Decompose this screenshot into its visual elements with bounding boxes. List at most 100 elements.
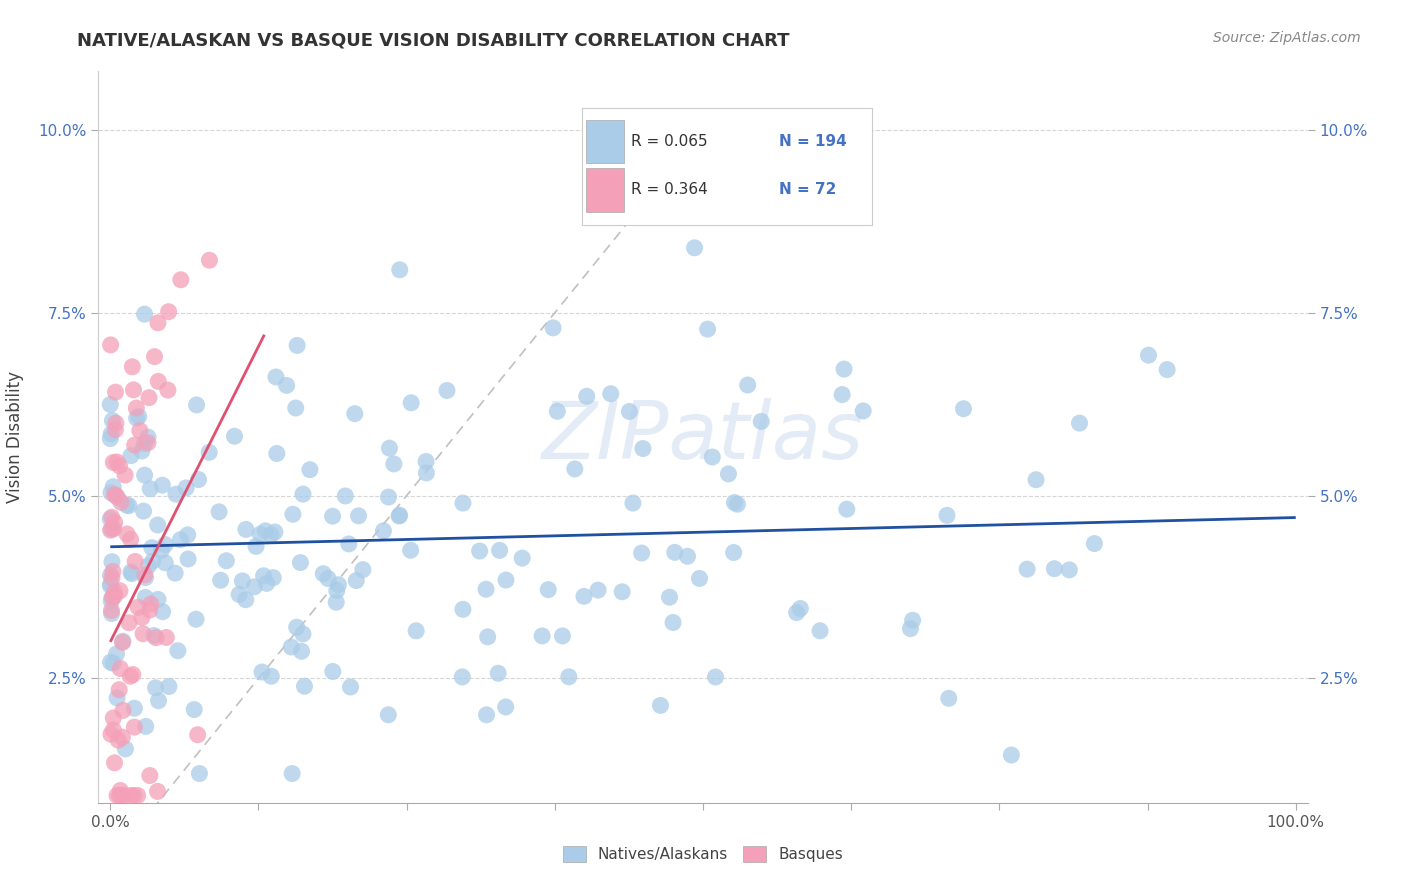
Point — [105, 647, 128, 661]
Point — [103, 488, 125, 502]
Point — [111, 635, 134, 649]
Point — [132, 504, 155, 518]
Point — [415, 466, 437, 480]
Point — [108, 583, 131, 598]
Point — [938, 691, 960, 706]
Point — [105, 690, 128, 705]
Point — [103, 455, 125, 469]
Point — [451, 670, 474, 684]
Point — [789, 601, 811, 615]
Point — [132, 626, 155, 640]
Point — [103, 723, 125, 737]
Point — [134, 567, 156, 582]
Point — [451, 496, 474, 510]
Point — [156, 383, 179, 397]
Point — [100, 727, 122, 741]
Point — [405, 624, 427, 638]
Point — [378, 441, 401, 455]
Point — [621, 496, 644, 510]
Point — [103, 711, 125, 725]
Point — [1025, 473, 1047, 487]
Point — [104, 589, 127, 603]
Point — [662, 615, 685, 630]
Point — [103, 480, 125, 494]
Point — [139, 597, 162, 611]
Legend: Natives/Alaskans, Basques: Natives/Alaskans, Basques — [557, 840, 849, 868]
Point — [1043, 562, 1066, 576]
Point — [110, 661, 132, 675]
Point — [291, 627, 314, 641]
Point — [110, 789, 132, 803]
Point — [115, 527, 138, 541]
Point — [486, 666, 509, 681]
Point — [100, 577, 122, 591]
Point — [166, 643, 188, 657]
Point — [101, 591, 124, 605]
Point — [612, 584, 634, 599]
Point — [105, 789, 128, 803]
Point — [249, 527, 271, 541]
Point — [1083, 536, 1105, 550]
Y-axis label: Vision Disability: Vision Disability — [7, 371, 24, 503]
Point — [150, 478, 173, 492]
Point — [619, 404, 641, 418]
Point — [316, 572, 339, 586]
Point — [100, 338, 122, 352]
Point — [235, 523, 257, 537]
Point — [118, 615, 141, 630]
Point — [134, 468, 156, 483]
Point — [209, 574, 232, 588]
Point — [322, 665, 344, 679]
Point — [118, 499, 141, 513]
Point — [599, 386, 621, 401]
Point — [152, 605, 174, 619]
Point — [352, 563, 374, 577]
Point — [121, 667, 143, 681]
Point — [148, 694, 170, 708]
Point — [186, 398, 208, 412]
Point — [337, 537, 360, 551]
Point — [104, 423, 127, 437]
Point — [143, 350, 166, 364]
Point — [344, 574, 367, 588]
Point — [100, 607, 122, 621]
Point — [108, 682, 131, 697]
Point — [852, 404, 875, 418]
Point — [495, 573, 517, 587]
Point — [101, 565, 124, 579]
Text: ZIPatlas: ZIPatlas — [541, 398, 865, 476]
Point — [188, 766, 211, 780]
Point — [322, 509, 344, 524]
Point — [243, 580, 266, 594]
Point — [146, 316, 169, 330]
Point — [1137, 348, 1160, 362]
Point — [343, 407, 366, 421]
Point — [124, 554, 146, 568]
Point — [294, 679, 316, 693]
Point — [111, 730, 134, 744]
Point — [290, 644, 312, 658]
Point — [143, 629, 166, 643]
Point — [177, 528, 200, 542]
Point — [936, 508, 959, 523]
Point — [100, 485, 122, 500]
Point — [124, 720, 146, 734]
Point — [121, 566, 143, 581]
Point — [531, 629, 554, 643]
Point — [128, 409, 150, 424]
Point — [103, 522, 125, 536]
Point — [165, 487, 187, 501]
Point — [103, 756, 125, 770]
Text: NATIVE/ALASKAN VS BASQUE VISION DISABILITY CORRELATION CHART: NATIVE/ALASKAN VS BASQUE VISION DISABILI… — [77, 31, 790, 49]
Point — [266, 446, 288, 460]
Point — [100, 568, 122, 582]
Point — [101, 571, 124, 585]
Point — [134, 436, 156, 450]
Point — [254, 524, 277, 538]
Point — [150, 543, 173, 558]
Point — [98, 512, 121, 526]
Point — [148, 375, 170, 389]
Point — [537, 582, 560, 597]
Point — [831, 387, 853, 401]
Point — [952, 401, 974, 416]
